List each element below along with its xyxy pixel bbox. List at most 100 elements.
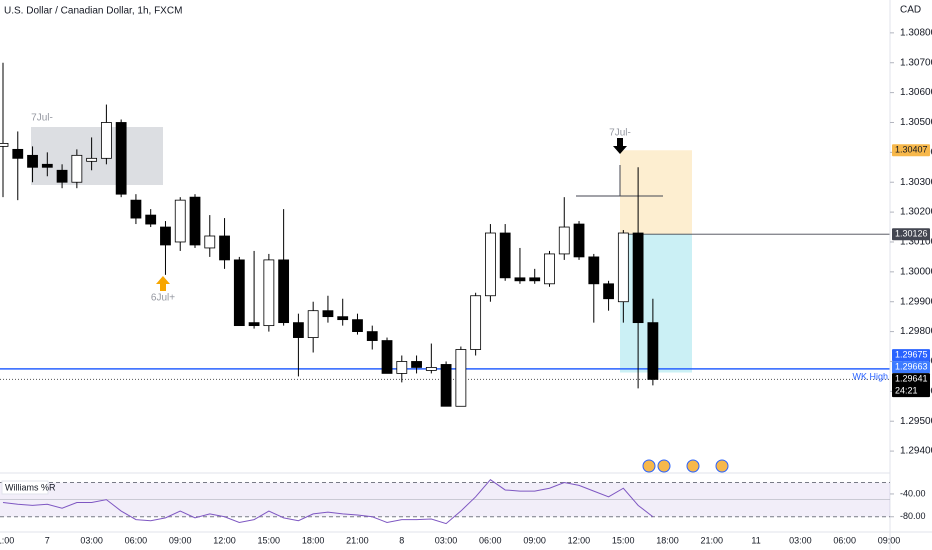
x-tick-label: 18:00 [656,535,679,545]
annotation: 7Jul- [31,113,53,124]
candle-body [544,253,555,285]
y-tick-label: 1.30000 [900,266,932,277]
candle-body [470,295,482,350]
arrow-down [613,138,627,154]
candle-body [337,316,349,321]
y-tick-label: 1.30700 [900,57,932,68]
countdown: 24:21 [895,385,918,395]
y-tick-label: 1.30600 [900,87,932,98]
chart-title: U.S. Dollar / Canadian Dollar, 1h, FXCM [4,6,182,17]
candle-body [204,235,216,249]
session-box [31,127,163,185]
x-tick-label: 09:00 [878,535,901,545]
y-tick-label: 1.29800 [900,326,932,337]
candle-body [130,199,142,219]
price-tag [892,349,930,362]
y-tick-label: 1.30800 [900,28,932,39]
price-tag-label: 1.29663 [895,361,928,371]
x-tick-label: 18:00 [302,535,325,545]
candle-body [499,232,511,279]
candle-body [86,157,98,162]
events [642,459,729,473]
x-tick-label: 09:00 [523,535,546,545]
event-icon [686,459,700,473]
candle-body [248,322,260,327]
y-tick-label: 1.29900 [900,296,932,307]
candle-body [366,331,378,341]
x-tick-label: 12:00 [568,535,591,545]
price-tag [892,373,930,398]
price-tag-label: 1.30126 [895,229,928,239]
candle-body [411,361,422,368]
y-tick-label: 1.29500 [900,416,932,427]
x-tick-label: 09:00 [169,535,192,545]
candle-body [588,256,600,285]
y-tick-label: 1.30300 [900,177,932,188]
y-tick-label: 1.30200 [900,207,932,218]
annotation: 7Jul- [609,128,631,139]
candle-body [100,122,112,159]
wk-high-label: WK High [852,371,888,381]
main-pane [0,62,890,407]
price-tag [892,228,930,241]
candle-body [603,283,614,300]
currency: CAD [900,5,921,16]
x-tick-label: 06:00 [833,535,856,545]
candle-body [292,322,304,338]
event-icon [642,459,656,473]
candle-body [322,310,334,318]
candle-body [647,322,659,380]
candle-body [425,367,437,371]
indicator-label-box [1,480,49,495]
stop-zone [620,150,692,235]
candle-body [573,223,585,258]
williams-line [2,479,654,525]
price-tag [892,144,930,157]
x-tick-label: 12:00 [213,535,236,545]
candle-body [278,259,290,324]
x-tick-label: 21:00 [0,535,14,545]
candle-body [233,259,245,327]
price-tag [892,361,930,374]
event-icon [715,459,729,473]
y-tick-label: -40.00 [900,488,926,498]
candle-body [440,364,452,407]
x-tick-label: 03:00 [80,535,103,545]
candle-body [56,169,68,183]
candle-body [115,122,127,195]
x-tick-label: 11 [751,535,760,545]
candle-body [632,232,644,324]
x-tick-label: 21:00 [346,535,369,545]
x-tick-label: 03:00 [435,535,458,545]
x-tick-label: 06:00 [479,535,502,545]
x-tick-label: 8 [399,535,404,545]
price-tag-label: 1.29641 [895,373,928,383]
x-tick-label: 15:00 [258,535,281,545]
candle-body [71,154,83,183]
candle-body [307,310,319,338]
y-tick-label: 1.30100 [900,237,932,248]
y-tick-label: -80.00 [900,511,926,521]
price-tag-label: 1.29675 [895,349,928,359]
candle-body [381,340,393,374]
candle-body [455,349,467,407]
candle-body [0,142,9,147]
candle-body [558,226,570,255]
x-tick-label: 03:00 [789,535,812,545]
candle-body [485,232,496,297]
x-tick-label: 21:00 [701,535,724,545]
arrow-up [156,276,170,291]
candle-body [27,154,38,168]
candle-body [529,277,541,282]
y-tick-label: 1.29400 [900,446,932,457]
x-tick-label: 7 [45,535,50,545]
x-tick-label: 06:00 [125,535,148,545]
candle-body [174,199,186,243]
candle-body [189,196,201,246]
x-tick-label: 15:00 [612,535,635,545]
event-icon [657,459,671,473]
candle-body [219,235,230,261]
price-tag-label: 1.30407 [895,145,928,155]
